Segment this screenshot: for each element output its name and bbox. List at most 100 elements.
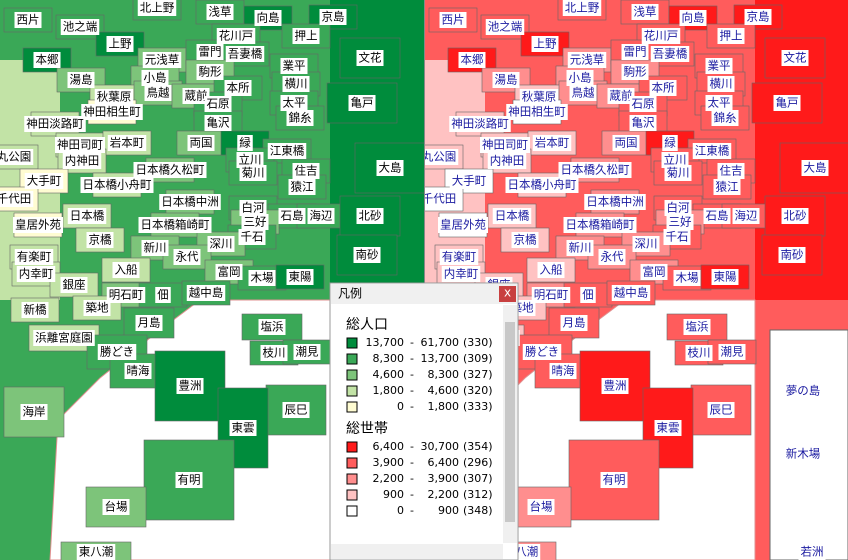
legend-count: (333) [463,400,493,413]
place-label: 深川 [635,237,658,251]
place-label-bg [112,262,140,278]
place-label: 駒形 [199,65,222,79]
place-label-bg [492,208,532,224]
legend-swatch [346,385,358,397]
place-label-bg [607,88,635,104]
place-label-bg [629,96,657,112]
place-label-bg [703,208,731,224]
place-label: 小島 [569,71,592,85]
legend-title: 凡例 [338,287,362,301]
place-label-bg [632,236,660,252]
place-label: 白河 [667,201,690,215]
place-label: 晴海 [127,364,150,378]
place-label: 神田相生町 [83,105,141,119]
place-label: 石島 [706,209,729,223]
place-label: 秋葉原 [97,90,132,104]
place-label-bg [650,46,690,62]
place-label-bg [83,300,111,316]
place-label-bg [778,247,806,263]
place-label-bg [207,236,235,252]
place-label-bg [206,4,234,20]
place-label-bg [288,179,316,195]
place-label-bg [537,262,565,278]
place-label-bg [666,214,694,230]
place-label-bg [558,162,632,178]
place-label-bg [438,217,488,233]
place-label: 晴海 [552,364,575,378]
v-scroll-thumb[interactable] [505,322,515,522]
place-label-bg [60,19,100,35]
place-label: 鳥越 [572,86,595,100]
place-label-bg [356,50,384,66]
place-label-bg [563,217,637,233]
legend-sep: - [410,456,414,469]
place-label: 入船 [540,263,563,277]
place-label-bg [62,153,102,169]
place-label-bg [292,28,320,44]
place-label: 亀沢 [632,116,655,130]
place-label: 三好 [244,215,267,229]
place-label-bg [106,287,146,303]
place-label-bg [649,80,677,96]
place-label: 永代 [176,250,199,264]
place-label: 千石 [241,230,264,244]
place-label-bg [141,240,169,256]
place-label: 潮見 [296,345,319,359]
place-label: 銀座 [63,278,86,292]
place-label-bg [569,85,597,101]
place-label-bg [225,46,265,62]
h-scrollbar[interactable] [331,544,503,559]
place-label-bg [159,194,221,210]
place-label-bg [133,162,207,178]
place-label: 神田淡路町 [26,117,84,131]
place-label-bg [705,95,733,111]
place-label: 横川 [285,77,308,91]
place-label: 池之端 [63,20,98,34]
place-label-bg [135,315,163,331]
place-label-bg [654,420,682,436]
place-label-bg [662,135,678,151]
place-label: 吾妻橋 [653,47,688,61]
place-label-bg [631,4,659,20]
legend-count: (309) [463,352,493,365]
place-label: 神田司町 [482,138,528,152]
place-label: 錦糸 [289,111,312,125]
legend-lo: 3,900 [373,456,405,469]
place-label: 池之端 [488,20,523,34]
close-button[interactable] [499,286,516,302]
place-label: 亀沢 [207,116,230,130]
place-label-bg [216,28,256,44]
land-east-r [769,329,848,560]
place-label-bg [781,208,809,224]
place-label: 月島 [563,316,586,330]
place-label-bg [280,58,308,74]
place-label-bg [711,269,739,285]
legend-hi: 4,600 [428,384,460,397]
place-label: 辰巳 [285,403,308,417]
place-label: 大島 [804,161,827,175]
place-label-bg [621,64,649,80]
legend-swatch [346,457,358,469]
legend-lo: 13,700 [366,336,405,349]
place-label: 内幸町 [444,267,479,281]
place-label-bg [0,149,34,165]
place-label-bg [60,277,88,293]
place-label: 日本橋箱崎町 [566,218,635,232]
place-label-bg [94,89,134,105]
place-label-bg [102,499,130,515]
place-label-bg [732,208,760,224]
place-label: 築地 [86,301,109,315]
place-label: 佃 [157,288,169,302]
place-label: 海辺 [310,209,333,223]
place-label: 東陽 [714,270,737,284]
place-label-bg [282,402,310,418]
place-label: 花川戸 [219,29,254,43]
place-label: 永代 [601,250,624,264]
place-label-bg [319,9,347,25]
place-label: 白河 [242,201,265,215]
legend-count: (307) [463,472,493,485]
place-label-bg [783,383,823,399]
